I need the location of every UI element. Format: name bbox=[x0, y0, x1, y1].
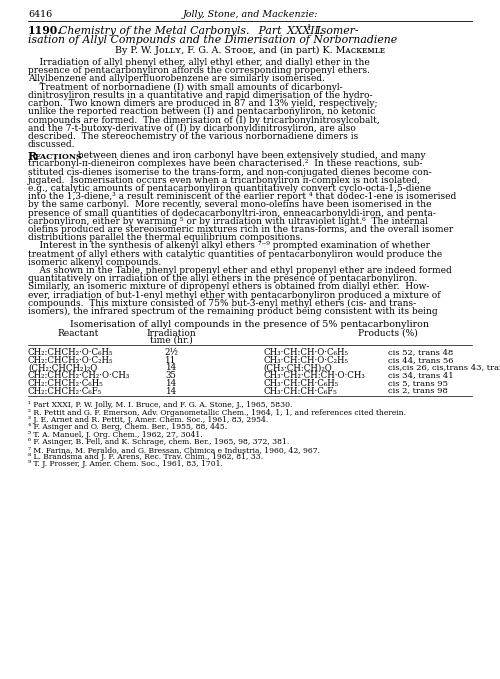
Text: 2½: 2½ bbox=[164, 348, 178, 357]
Text: CH₃·CH:CH·O·C₂H₅: CH₃·CH:CH·O·C₂H₅ bbox=[263, 356, 348, 365]
Text: cis 34, trans 41: cis 34, trans 41 bbox=[388, 371, 454, 379]
Text: cis 5, trans 95: cis 5, trans 95 bbox=[388, 379, 448, 387]
Text: dinitrosyliron results in a quantitative and rapid dimerisation of the hydro-: dinitrosyliron results in a quantitative… bbox=[28, 91, 372, 100]
Text: 35: 35 bbox=[166, 371, 176, 380]
Text: Allylbenzene and allylperfluorobenzene are similarly isomerised.: Allylbenzene and allylperfluorobenzene a… bbox=[28, 75, 325, 84]
Text: CH₂:CHCH₂·CH₂·O·CH₃: CH₂:CHCH₂·CH₂·O·CH₃ bbox=[28, 371, 130, 380]
Text: CH₂:CHCH₂·O·C₆H₅: CH₂:CHCH₂·O·C₆H₅ bbox=[28, 348, 114, 357]
Text: into the 1,3-diene,³ a result reminiscent of the earlier report ⁴ that dodec-1-e: into the 1,3-diene,³ a result reminiscen… bbox=[28, 192, 456, 201]
Text: presence of pentacarbonyliron affords the corresponding propenyl ethers.: presence of pentacarbonyliron affords th… bbox=[28, 66, 370, 75]
Text: by the same carbonyl.  More recently, several mono-olefins have been isomerised : by the same carbonyl. More recently, sev… bbox=[28, 200, 431, 209]
Text: R: R bbox=[28, 151, 37, 162]
Text: EACTIONS: EACTIONS bbox=[35, 153, 83, 161]
Text: 14: 14 bbox=[166, 379, 176, 388]
Text: carbon.  Two known dimers are produced in 87 and 13% yield, respectively;: carbon. Two known dimers are produced in… bbox=[28, 99, 378, 108]
Text: CH₃·CH:CH·C₆F₅: CH₃·CH:CH·C₆F₅ bbox=[263, 386, 337, 396]
Text: stituted cis-dienes isomerise to the trans-form, and non-conjugated dienes becom: stituted cis-dienes isomerise to the tra… bbox=[28, 168, 431, 177]
Text: Irradiation: Irradiation bbox=[146, 329, 196, 337]
Text: cis,cis 26, cis,trans 43, trans,trans 31: cis,cis 26, cis,trans 43, trans,trans 31 bbox=[388, 363, 500, 371]
Text: unlike the reported reaction between (I) and pentacarbonyliron, no ketonic: unlike the reported reaction between (I)… bbox=[28, 107, 375, 116]
Text: CH₃·CH:CH·C₆H₅: CH₃·CH:CH·C₆H₅ bbox=[263, 379, 338, 388]
Text: between dienes and iron carbonyl have been extensively studied, and many: between dienes and iron carbonyl have be… bbox=[75, 151, 426, 160]
Text: time (hr.): time (hr.) bbox=[150, 336, 192, 345]
Text: Reactant: Reactant bbox=[58, 329, 98, 337]
Text: 14: 14 bbox=[166, 363, 176, 373]
Text: 14: 14 bbox=[166, 386, 176, 396]
Text: Isomer-: Isomer- bbox=[311, 26, 358, 35]
Text: distributions parallel the thermal equilibrium compositions.: distributions parallel the thermal equil… bbox=[28, 233, 303, 242]
Text: CH₃·CH:CH·O·C₆H₅: CH₃·CH:CH·O·C₆H₅ bbox=[263, 348, 348, 357]
Text: Treatment of norbornadiene (I) with small amounts of dicarbonyl-: Treatment of norbornadiene (I) with smal… bbox=[28, 83, 342, 92]
Text: Interest in the synthesis of alkenyl alkyl ethers ⁷⁻⁹ prompted examination of wh: Interest in the synthesis of alkenyl alk… bbox=[28, 242, 430, 251]
Text: isomeric alkenyl compounds.: isomeric alkenyl compounds. bbox=[28, 258, 161, 267]
Text: presence of small quantities of dodecacarbonyltri-iron, enneacarbonyldi-iron, an: presence of small quantities of dodecaca… bbox=[28, 208, 436, 217]
Text: e.g., catalytic amounts of pentacarbonyliron quantitatively convert cyclo-octa-1: e.g., catalytic amounts of pentacarbonyl… bbox=[28, 184, 431, 193]
Text: By P. W. Jᴏʟʟʏ, F. G. A. Sᴛᴏᴏᴇ, and (in part) K. Mᴀᴄᴋᴇᴍʟᴇ: By P. W. Jᴏʟʟʏ, F. G. A. Sᴛᴏᴏᴇ, and (in … bbox=[115, 45, 385, 54]
Text: cis 52, trans 48: cis 52, trans 48 bbox=[388, 348, 454, 356]
Text: isation of Allyl Compounds and the Dimerisation of Norbornadiene: isation of Allyl Compounds and the Dimer… bbox=[28, 35, 397, 45]
Text: ⁶ F. Asinger, B. Fell, and K. Schrage, chem. Ber., 1965, 98, 372, 381.: ⁶ F. Asinger, B. Fell, and K. Schrage, c… bbox=[28, 439, 289, 446]
Text: 1: 1 bbox=[306, 24, 310, 33]
Text: (CH₃·CH:CH)₂O: (CH₃·CH:CH)₂O bbox=[263, 363, 332, 373]
Text: ⁵ T. A. Manuel, J. Org. Chem., 1962, 27, 3041.: ⁵ T. A. Manuel, J. Org. Chem., 1962, 27,… bbox=[28, 431, 203, 439]
Text: ³ J. E. Arnet and R. Pettit, J. Amer. Chem. Soc., 1961, 83, 2954.: ³ J. E. Arnet and R. Pettit, J. Amer. Ch… bbox=[28, 416, 268, 424]
Text: ever, irradiation of but-1-enyl methyl ether with pentacarbonyliron produced a m: ever, irradiation of but-1-enyl methyl e… bbox=[28, 291, 440, 299]
Text: Jolly, Stone, and Mackenzie:: Jolly, Stone, and Mackenzie: bbox=[182, 10, 318, 19]
Text: 11: 11 bbox=[166, 356, 176, 365]
Text: carbonyliron, either by warming ⁵ or by irradiation with ultraviolet light.⁶  Th: carbonyliron, either by warming ⁵ or by … bbox=[28, 217, 428, 226]
Text: Similarly, an isomeric mixture of dipropenyl ethers is obtained from diallyl eth: Similarly, an isomeric mixture of diprop… bbox=[28, 282, 429, 291]
Text: compounds are formed.  The dimerisation of (I) by tricarbonylnitrosylcobalt,: compounds are formed. The dimerisation o… bbox=[28, 115, 380, 124]
Text: CH₃·CH₂·CH:CH·O·CH₃: CH₃·CH₂·CH:CH·O·CH₃ bbox=[263, 371, 365, 380]
Text: ¹ Part XXXI, P. W. Jolly, M. I. Bruce, and F. G. A. Stone, J., 1965, 5830.: ¹ Part XXXI, P. W. Jolly, M. I. Bruce, a… bbox=[28, 401, 292, 409]
Text: (CH₂:CHCH₂)₂O: (CH₂:CHCH₂)₂O bbox=[28, 363, 97, 373]
Text: discussed.: discussed. bbox=[28, 140, 76, 149]
Text: ⁸ L. Brandsma and J. F. Arens, Rec. Trav. Chim., 1962, 81, 33.: ⁸ L. Brandsma and J. F. Arens, Rec. Trav… bbox=[28, 453, 263, 461]
Text: and the 7-t-butoxy-derivative of (I) by dicarbonyldinitrosyliron, are also: and the 7-t-butoxy-derivative of (I) by … bbox=[28, 124, 356, 132]
Text: jugated.  Isomerisation occurs even when a tricarbonyliron π-complex is not isol: jugated. Isomerisation occurs even when … bbox=[28, 176, 421, 185]
Text: cis 2, trans 98: cis 2, trans 98 bbox=[388, 386, 448, 394]
Text: described.  The stereochemistry of the various norbornadiene dimers is: described. The stereochemistry of the va… bbox=[28, 132, 358, 141]
Text: treatment of allyl ethers with catalytic quantities of pentacarbonyliron would p: treatment of allyl ethers with catalytic… bbox=[28, 250, 442, 259]
Text: Chemistry of the Metal Carbonyls.  Part XXXII.: Chemistry of the Metal Carbonyls. Part X… bbox=[59, 26, 322, 35]
Text: CH₂:CHCH₂·C₆F₅: CH₂:CHCH₂·C₆F₅ bbox=[28, 386, 102, 396]
Text: ⁴ F. Asinger and O. Berg, Chem. Ber., 1955, 88, 445.: ⁴ F. Asinger and O. Berg, Chem. Ber., 19… bbox=[28, 424, 227, 431]
Text: ⁹ T. J. Prosser, J. Amer. Chem. Soc., 1961, 83, 1701.: ⁹ T. J. Prosser, J. Amer. Chem. Soc., 19… bbox=[28, 460, 223, 469]
Text: cis 44, trans 56: cis 44, trans 56 bbox=[388, 356, 454, 364]
Text: tricarbonyl-π-dieneiron complexes have been characterised.²  In these reactions,: tricarbonyl-π-dieneiron complexes have b… bbox=[28, 160, 422, 168]
Text: ² R. Pettit and G. F. Emerson, Adv. Organometallic Chem., 1964, 1, 1, and refere: ² R. Pettit and G. F. Emerson, Adv. Orga… bbox=[28, 409, 406, 417]
Text: ⁷ M. Farina, M. Peraldo, and G. Bressan, Chimica e Industria, 1960, 42, 967.: ⁷ M. Farina, M. Peraldo, and G. Bressan,… bbox=[28, 445, 320, 454]
Text: compounds.  This mixture consisted of 75% but-3-enyl methyl ethers (cis- and tra: compounds. This mixture consisted of 75%… bbox=[28, 299, 416, 308]
Text: quantitatively on irradiation of the allyl ethers in the presence of pentacarbon: quantitatively on irradiation of the all… bbox=[28, 274, 417, 283]
Text: 1190.: 1190. bbox=[28, 26, 62, 37]
Text: As shown in the Table, phenyl propenyl ether and ethyl propenyl ether are indeed: As shown in the Table, phenyl propenyl e… bbox=[28, 266, 452, 275]
Text: CH₂:CHCH₂·O·C₂H₅: CH₂:CHCH₂·O·C₂H₅ bbox=[28, 356, 114, 365]
Text: 6416: 6416 bbox=[28, 10, 52, 19]
Text: isomers), the infrared spectrum of the remaining product being consistent with i: isomers), the infrared spectrum of the r… bbox=[28, 307, 438, 316]
Text: olefins produced are stereoisomeric mixtures rich in the trans-forms, and the ov: olefins produced are stereoisomeric mixt… bbox=[28, 225, 453, 234]
Text: CH₂:CHCH₂·C₆H₅: CH₂:CHCH₂·C₆H₅ bbox=[28, 379, 104, 388]
Text: Isomerisation of allyl compounds in the presence of 5% pentacarbonyliron: Isomerisation of allyl compounds in the … bbox=[70, 320, 430, 329]
Text: Irradiation of allyl phenyl ether, allyl ethyl ether, and diallyl ether in the: Irradiation of allyl phenyl ether, allyl… bbox=[28, 58, 370, 67]
Text: Products (%): Products (%) bbox=[358, 329, 418, 337]
